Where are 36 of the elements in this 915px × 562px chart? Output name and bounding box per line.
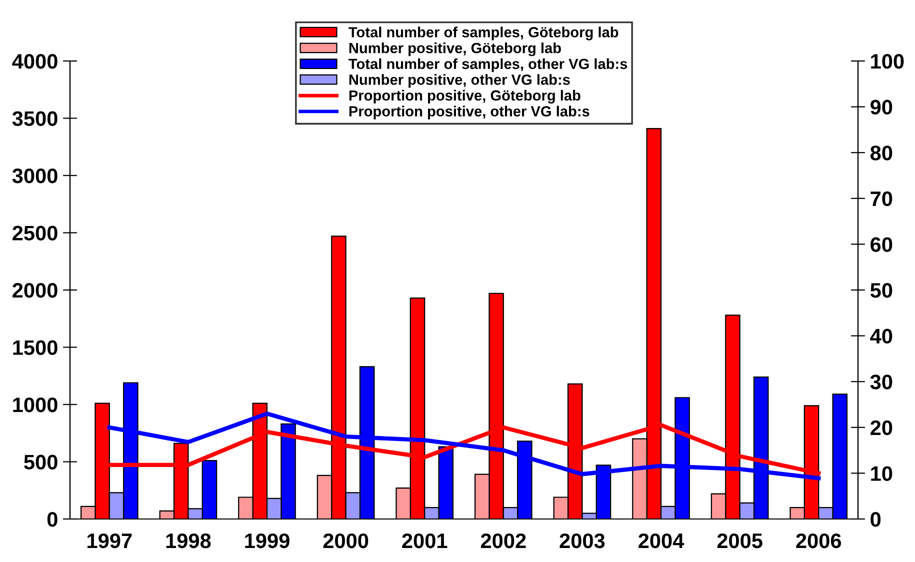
y-tick-label: 1000 — [13, 398, 58, 412]
y-tick-label: 1500 — [13, 340, 58, 356]
x-tick-label: 2006 — [796, 533, 842, 548]
y-tick-label: 3500 — [12, 111, 58, 126]
y2-tick-label: 50 — [870, 283, 892, 298]
x-tick-label: 2004 — [638, 533, 684, 548]
y2-tick-label: 70 — [870, 191, 892, 206]
legend-label: Number positive, other VG lab:s — [349, 74, 570, 88]
legend-label: Total number of samples, Göteborg lab — [348, 26, 618, 40]
x-tick-label: 2003 — [560, 533, 605, 548]
x-tick-label: 2002 — [480, 533, 526, 548]
y2-tick-label: 60 — [870, 237, 892, 252]
legend-label: Number positive, Göteborg lab — [349, 42, 561, 56]
legend-label: Proportion positive, other VG lab:s — [349, 106, 590, 120]
y2-tick-label: 0 — [870, 512, 881, 527]
legend-label: Total number of samples, other VG lab:s — [348, 58, 628, 72]
x-tick-label: 1999 — [245, 533, 290, 548]
y-tick-label: 500 — [24, 454, 58, 470]
y2-tick-label: 90 — [870, 100, 892, 115]
y2-tick-label: 20 — [870, 420, 892, 436]
y2-tick-label: 30 — [870, 374, 892, 390]
y-tick-label: 2500 — [12, 226, 58, 241]
y2-tick-label: 100 — [871, 54, 904, 69]
x-tick-label: 1998 — [166, 533, 211, 548]
legend-label: Proportion positive, Göteborg lab — [349, 90, 580, 104]
y2-tick-label: 10 — [871, 466, 892, 481]
y2-tick-label: 40 — [870, 328, 892, 344]
y-tick-label: 0 — [47, 512, 58, 527]
y-tick-label: 2000 — [12, 283, 58, 298]
x-tick-label: 2005 — [717, 533, 762, 548]
y-tick-label: 4000 — [12, 54, 58, 69]
x-tick-label: 2001 — [402, 533, 448, 548]
y2-tick-label: 80 — [870, 146, 892, 160]
y-tick-label: 3000 — [12, 168, 58, 184]
x-tick-label: 1997 — [88, 533, 132, 548]
x-tick-label: 2000 — [323, 533, 368, 548]
